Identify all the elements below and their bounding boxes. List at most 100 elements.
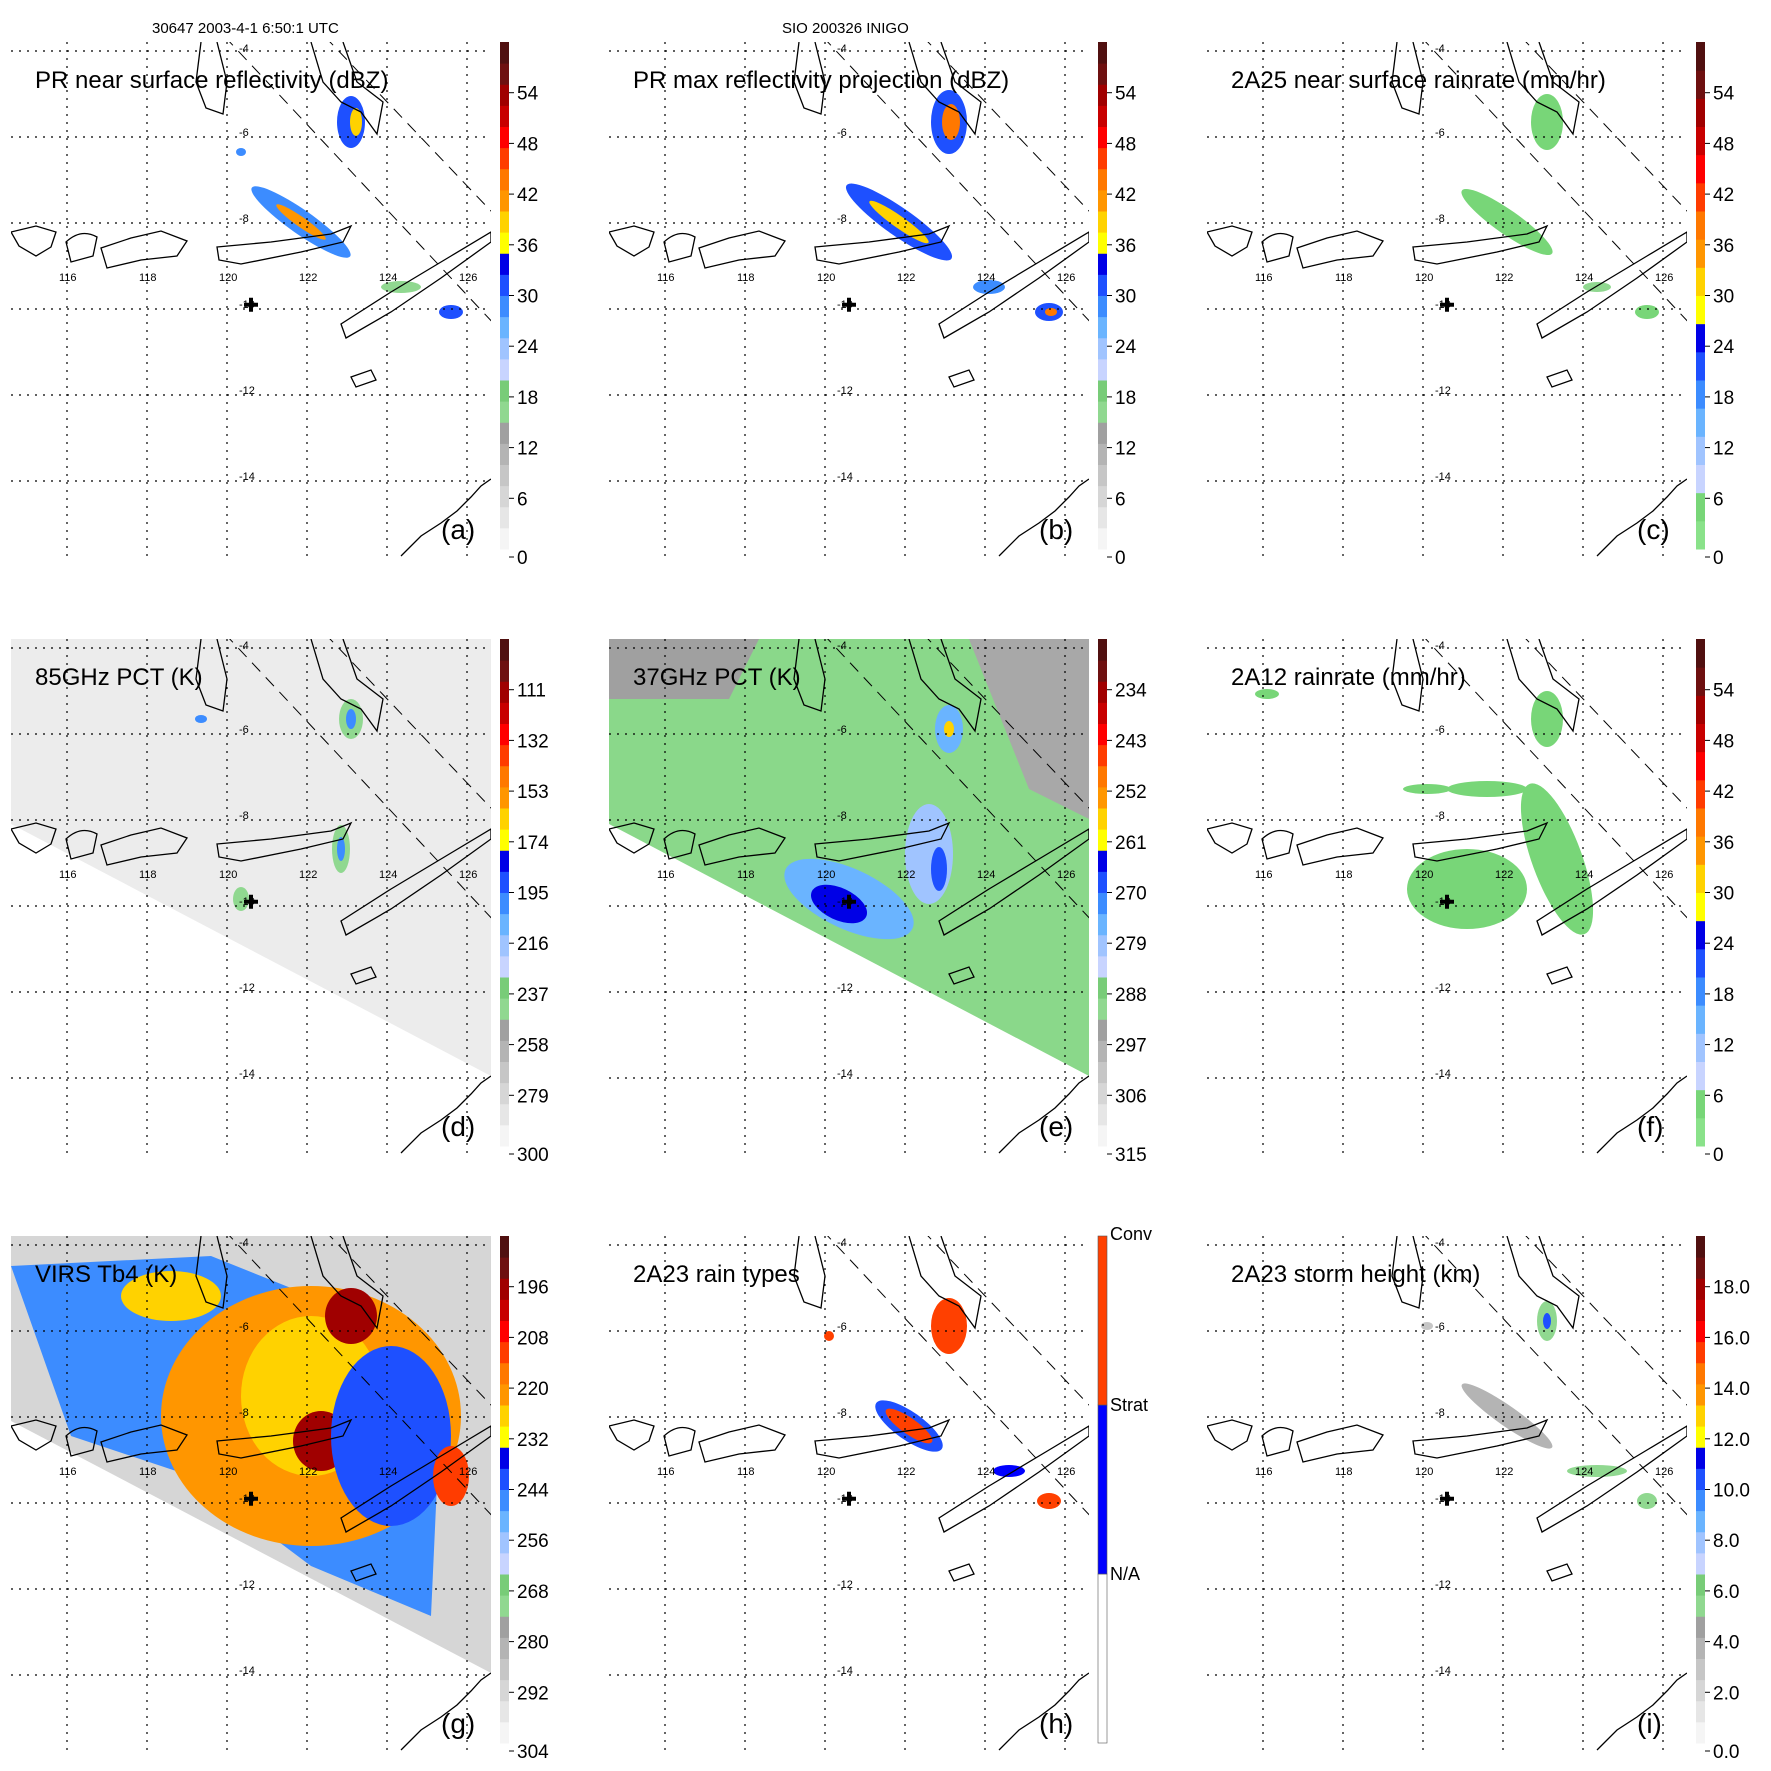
colorbar-label: 18	[517, 388, 538, 409]
colorbar-segment	[1098, 808, 1107, 830]
colorbar-segment	[1696, 126, 1705, 156]
lat-tick-label: -4	[837, 640, 847, 652]
coastline	[998, 1075, 1089, 1154]
colorbar-label: 258	[517, 1036, 549, 1057]
colorbar-segment	[500, 1721, 509, 1744]
colorbar-segment	[1696, 808, 1705, 837]
colorbar-segment	[1696, 1637, 1705, 1659]
colorbar-segment	[1098, 934, 1107, 957]
coastline	[1546, 966, 1573, 985]
colorbar-segment	[500, 527, 509, 550]
colorbar-segment	[1696, 351, 1705, 381]
colorbar-segment	[500, 84, 509, 106]
swath-edge	[229, 1236, 491, 1516]
colorbar-segment	[500, 723, 509, 746]
colorbar-segment	[500, 232, 509, 254]
precip-feature	[233, 887, 249, 911]
panel-letter: (b)	[1039, 514, 1073, 545]
panel-letter: (a)	[441, 514, 475, 545]
colorbar-label: 256	[517, 1531, 549, 1552]
lat-tick-label: -8	[239, 213, 249, 225]
colorbar-segment	[1098, 337, 1107, 360]
precip-feature	[439, 305, 463, 319]
lon-tick-label: 122	[897, 1466, 915, 1478]
coastline	[350, 966, 377, 985]
colorbar-segment	[1098, 274, 1107, 296]
colorbar-segment	[500, 1299, 509, 1321]
colorbar-segment	[500, 168, 509, 191]
colorbar-segment	[500, 1257, 509, 1279]
colorbar-label: 18.0	[1713, 1278, 1750, 1299]
colorbar-label: 279	[1115, 934, 1147, 955]
colorbar-label: 18	[1115, 388, 1136, 409]
lat-tick-label: -14	[239, 1665, 255, 1677]
colorbar-segment	[1696, 520, 1705, 550]
lon-tick-label: 116	[59, 272, 77, 284]
lon-tick-label: 122	[897, 272, 915, 284]
colorbar-segment	[500, 126, 509, 149]
colorbar-segment	[1696, 1510, 1705, 1533]
colorbar-segment	[500, 1489, 509, 1512]
coastline	[195, 1236, 228, 1309]
coastline	[350, 1563, 377, 1582]
swath-edge	[229, 42, 491, 322]
precip-feature	[1403, 784, 1451, 794]
coastline	[1391, 639, 1424, 712]
colorbar-segment	[1098, 147, 1107, 170]
lon-tick-label: 120	[219, 1466, 237, 1478]
lat-tick-label: -6	[239, 1321, 249, 1333]
colorbar-segment	[1696, 436, 1705, 465]
lon-tick-label: 120	[817, 869, 835, 881]
colorbar-label: 48	[1713, 134, 1734, 155]
colorbar-segment	[500, 42, 509, 64]
coastline	[814, 821, 951, 862]
coastline	[938, 231, 1089, 339]
colorbar-label: 18	[1713, 985, 1734, 1006]
colorbar-segment	[1696, 1468, 1705, 1490]
colorbar-segment	[500, 295, 509, 318]
colorbar-segment	[500, 702, 509, 724]
colorbar-label: 280	[517, 1633, 549, 1654]
coastline	[310, 639, 384, 733]
coastline	[663, 1426, 696, 1457]
colorbar-segment	[1696, 1278, 1705, 1300]
colorbar-segment	[1696, 667, 1705, 696]
colorbar-segment	[1098, 744, 1107, 767]
colorbar-label: 54	[1115, 84, 1137, 105]
lon-tick-label: 126	[1057, 1466, 1075, 1478]
colorbar-segment	[1098, 105, 1107, 127]
lat-tick-label: -4	[239, 43, 249, 55]
colorbar-segment	[500, 1061, 509, 1084]
colorbar-segment	[1098, 1061, 1107, 1084]
coastline	[948, 369, 975, 388]
coastline	[1412, 821, 1549, 862]
coastline	[1506, 639, 1580, 733]
colorbar-label: 288	[1115, 985, 1147, 1006]
coastline	[1207, 822, 1253, 854]
coastline	[1296, 827, 1384, 866]
lon-tick-label: 116	[59, 1466, 77, 1478]
colorbar-segment	[1696, 380, 1705, 409]
lon-tick-label: 124	[379, 1466, 397, 1478]
colorbar-segment	[1098, 42, 1107, 64]
colorbar-segment	[500, 829, 509, 851]
colorbar-segment	[1098, 422, 1107, 444]
lon-tick-label: 124	[1575, 869, 1593, 881]
lat-tick-label: -8	[1435, 213, 1445, 225]
colorbar-label: 2.0	[1713, 1683, 1739, 1704]
colorbar-segment	[1098, 63, 1107, 85]
colorbar-label: 304	[517, 1742, 549, 1763]
colorbar-segment	[500, 808, 509, 830]
coastline	[216, 224, 353, 265]
coastline	[340, 828, 491, 936]
lat-tick-label: -12	[1435, 982, 1451, 994]
panel-title: PR max reflectivity projection (dBZ)	[633, 67, 1009, 94]
coastline	[1207, 225, 1253, 257]
colorbar-segment	[1696, 1700, 1705, 1723]
lon-tick-label: 116	[59, 869, 77, 881]
swath-edge	[927, 1236, 1089, 1406]
